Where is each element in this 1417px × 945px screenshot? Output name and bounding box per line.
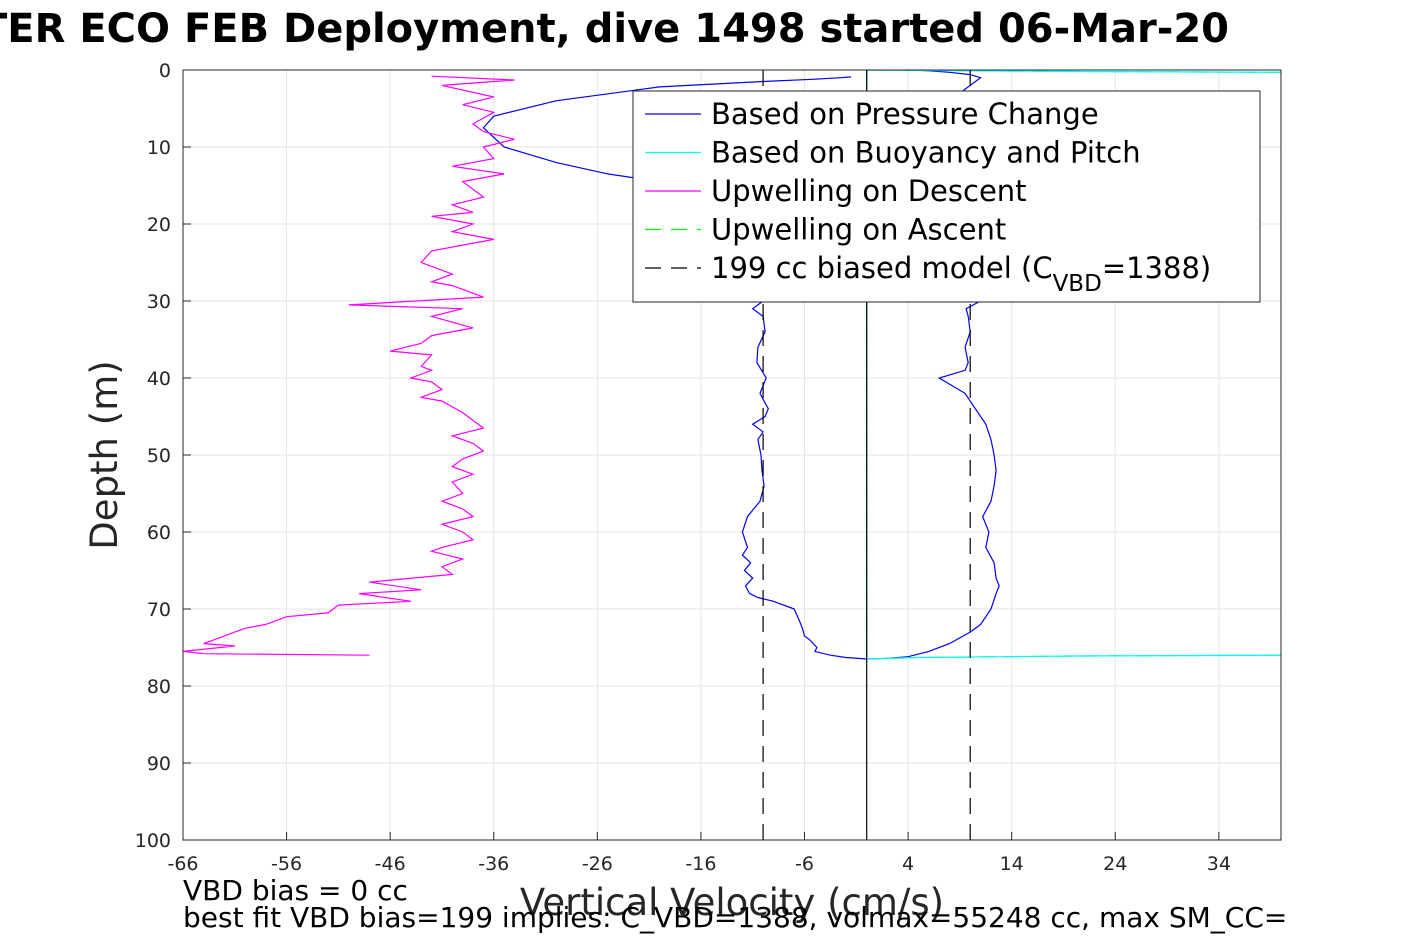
y-tick-label: 20: [147, 214, 171, 236]
legend-label: Based on Buoyancy and Pitch: [711, 136, 1141, 170]
y-tick-label: 40: [147, 368, 171, 390]
y-tick-label: 10: [147, 137, 171, 159]
x-tick-label: 24: [1103, 853, 1127, 875]
x-tick-label: 4: [902, 853, 914, 875]
x-tick-label: -36: [478, 853, 509, 875]
y-tick-label: 50: [147, 445, 171, 467]
x-tick-label: -56: [271, 853, 302, 875]
x-tick-label: 14: [1000, 853, 1024, 875]
y-tick-label: 100: [135, 830, 171, 852]
legend: Based on Pressure Change Based on Buoyanc…: [632, 90, 1261, 303]
y-tick-label: 80: [147, 676, 171, 698]
x-tick-label: -66: [167, 853, 198, 875]
y-tick-label: 70: [147, 599, 171, 621]
y-tick-label: 30: [147, 291, 171, 313]
y-tick-label: 60: [147, 522, 171, 544]
y-axis-label: Depth (m): [83, 360, 126, 549]
legend-box: [632, 90, 1261, 303]
x-tick-label: -46: [375, 853, 406, 875]
series-line: [866, 300, 1000, 660]
chart-title: TER ECO FEB Deployment, dive 1498 starte…: [0, 6, 1230, 52]
axis-ticks: -66 -56 -46 -36 -26 -16 -6 4 14 24 34 0 10 20 30 40 50 60…: [135, 60, 1231, 875]
x-axis-label: Vertical Velocity (cm/s): [520, 881, 944, 924]
vbd-bias-note: VBD bias = 0 cc: [183, 874, 408, 907]
legend-label: Based on Pressure Change: [711, 97, 1099, 131]
legend-label: Upwelling on Ascent: [711, 213, 1006, 247]
legend-label: Upwelling on Descent: [711, 174, 1027, 208]
y-tick-label: 90: [147, 753, 171, 775]
x-tick-label: -26: [582, 853, 613, 875]
best-fit-note: best fit VBD bias=199 implies: C_VBD=138…: [183, 901, 1288, 934]
y-tick-label: 0: [159, 60, 171, 82]
x-tick-label: 34: [1207, 853, 1231, 875]
x-tick-label: -6: [795, 853, 814, 875]
series-line: [482, 76, 867, 660]
series-line: [182, 75, 515, 656]
legend-label: 199 cc biased model (CVBD=1388): [711, 251, 1211, 297]
x-tick-label: -16: [685, 853, 716, 875]
